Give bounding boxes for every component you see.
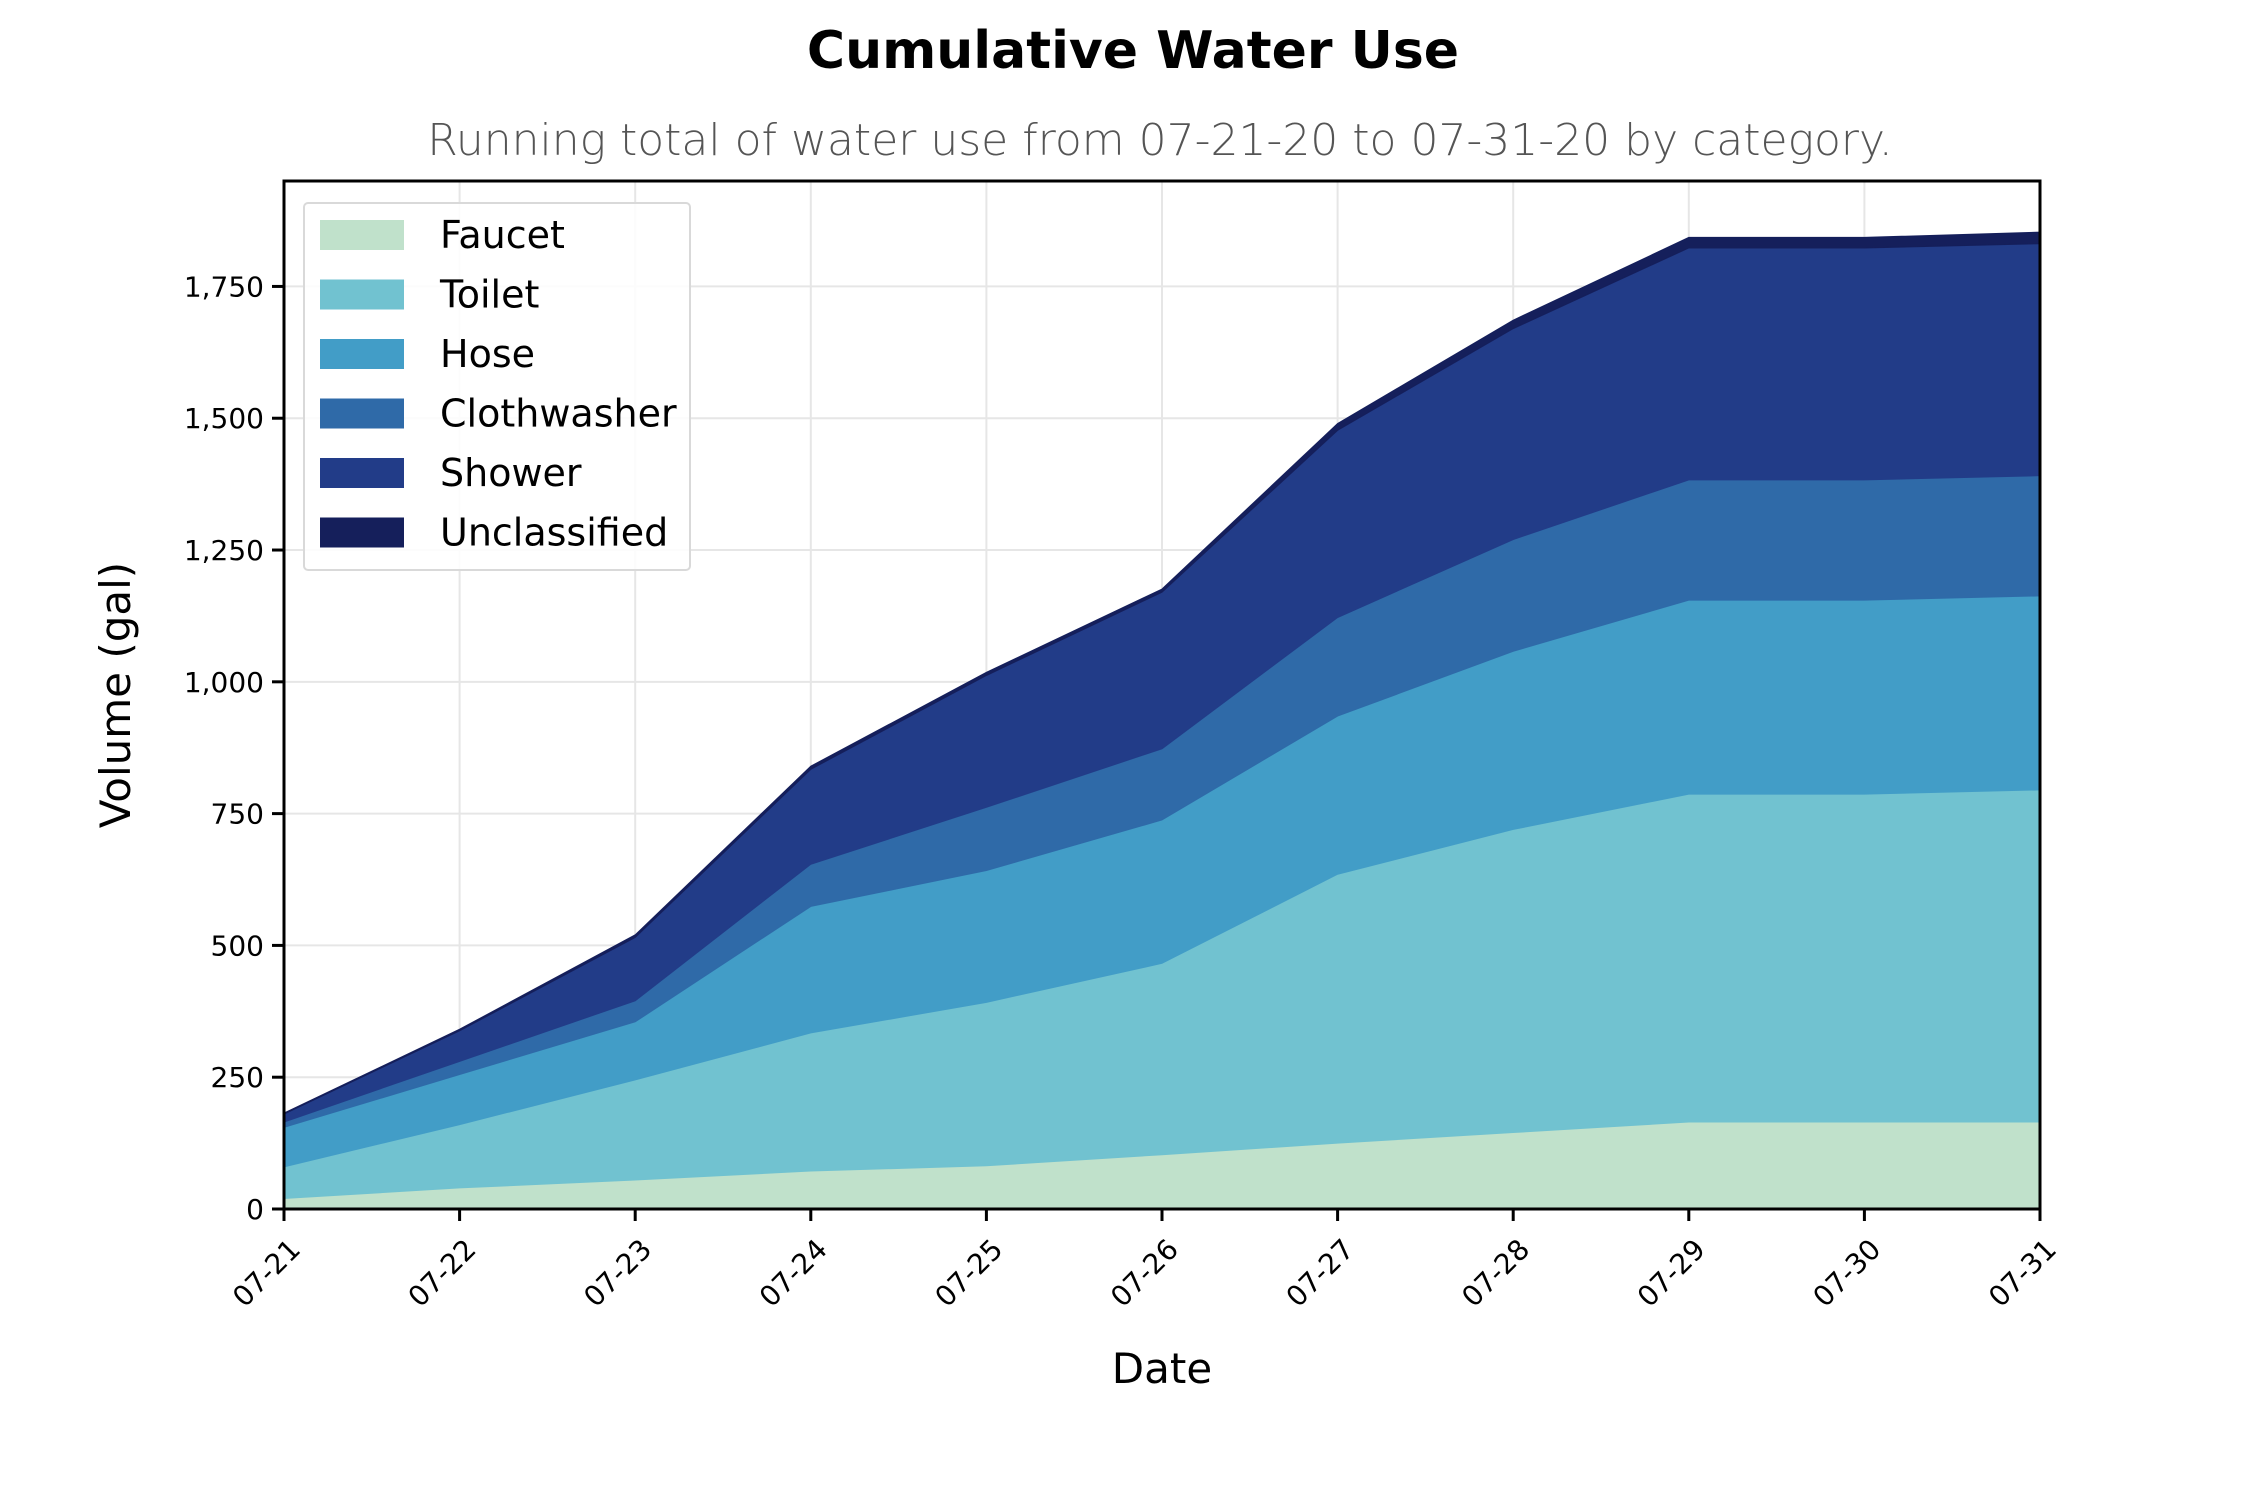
legend-swatch-hose (320, 339, 404, 369)
legend-label-faucet: Faucet (440, 213, 565, 257)
legend-swatch-clothwasher (320, 398, 404, 429)
legend-swatch-shower (320, 458, 404, 488)
chart-subtitle: Running total of water use from 07-21-20… (427, 115, 1893, 166)
x-tick-label: 07-23 (577, 1233, 658, 1314)
x-tick-label: 07-22 (402, 1233, 483, 1314)
legend-swatch-faucet (320, 220, 404, 250)
x-tick-label: 07-21 (226, 1233, 307, 1314)
x-tick-label: 07-27 (1280, 1233, 1361, 1314)
legend-swatch-unclassified (320, 517, 404, 548)
legend-label-unclassified: Unclassified (440, 511, 668, 555)
x-tick-label: 07-28 (1455, 1233, 1536, 1314)
y-tick-label: 1,250 (184, 534, 264, 567)
x-axis-label: Date (1112, 1344, 1212, 1393)
chart-title: Cumulative Water Use (807, 21, 1459, 81)
legend-label-toilet: Toilet (439, 273, 539, 317)
legend-label-clothwasher: Clothwasher (440, 392, 677, 436)
legend-label-hose: Hose (440, 332, 535, 376)
y-tick-label: 0 (246, 1193, 264, 1226)
legend-swatch-toilet (320, 279, 404, 310)
y-tick-label: 750 (211, 798, 264, 831)
legend-label-shower: Shower (440, 451, 582, 495)
y-axis: 0 250 500 750 1,000 1,250 1,500 1,750 (184, 270, 284, 1226)
y-tick-label: 1,000 (184, 666, 264, 699)
y-tick-label: 250 (211, 1061, 264, 1094)
x-tick-label: 07-25 (928, 1233, 1009, 1314)
x-tick-label: 07-26 (1104, 1233, 1185, 1314)
x-tick-label: 07-29 (1631, 1233, 1712, 1314)
x-tick-label: 07-24 (753, 1233, 834, 1314)
x-axis: 07-21 07-22 07-23 07-24 07-25 07-26 07-27 07-28… (226, 1209, 2063, 1313)
legend: Faucet Toilet Hose Clothwasher Shower Unclass… (303, 202, 691, 571)
stacked-areas (283, 231, 2041, 1210)
x-tick-label: 07-30 (1806, 1233, 1887, 1314)
y-tick-label: 500 (211, 929, 264, 962)
y-tick-label: 1,500 (184, 402, 264, 435)
y-axis-label: Volume (gal) (91, 562, 140, 828)
y-tick-label: 1,750 (184, 270, 264, 303)
x-tick-label: 07-31 (1982, 1233, 2063, 1314)
